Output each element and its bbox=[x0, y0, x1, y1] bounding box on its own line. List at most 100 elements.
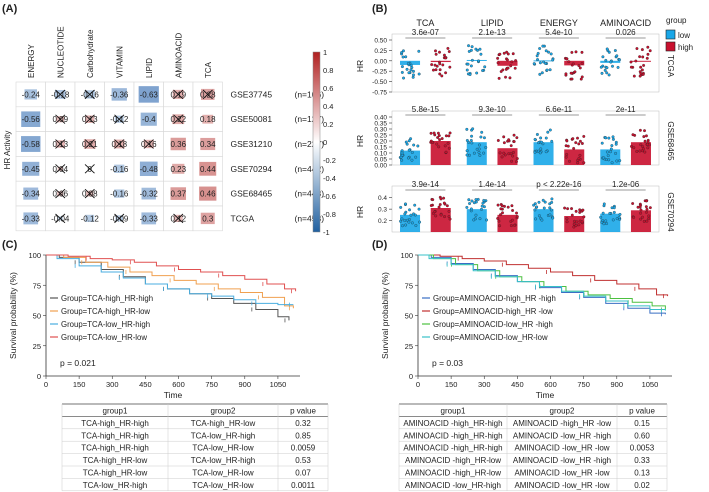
jitter-point bbox=[639, 217, 643, 221]
bar-ytick-label: 0.25 bbox=[374, 133, 387, 140]
table-cell: TCA-high_HR-low bbox=[191, 419, 256, 428]
jitter-point bbox=[510, 204, 514, 208]
heatmap-col-label: NUCLEOTIDE bbox=[56, 26, 65, 78]
jitter-point bbox=[407, 148, 411, 152]
jitter-point bbox=[646, 52, 650, 56]
km-xtick-label: 1050 bbox=[270, 380, 287, 389]
jitter-point bbox=[484, 146, 488, 149]
colorbar-tick: 0.8 bbox=[323, 66, 333, 75]
bar-ytick-label: 0.05 bbox=[374, 157, 387, 164]
km-curve bbox=[46, 254, 297, 292]
jitter-point bbox=[479, 135, 483, 139]
jitter-point bbox=[601, 211, 605, 215]
table-cell: TCA-high_HR-high bbox=[81, 419, 149, 428]
heatmap-n-label: (n=106) bbox=[295, 89, 325, 99]
jitter-point bbox=[570, 77, 574, 81]
jitter-point bbox=[576, 161, 580, 165]
jitter-point bbox=[544, 49, 548, 53]
jitter-point bbox=[551, 58, 555, 62]
km-panel-tca: 0 150 300 450 600 750 900 1050 0 25 50 75 100 Time Sur… bbox=[8, 251, 329, 492]
jitter-point bbox=[447, 134, 451, 138]
jitter-point bbox=[444, 134, 448, 138]
jitter-point bbox=[505, 50, 509, 54]
km-ytick-label: 0 bbox=[409, 372, 413, 381]
bar-ytick-label: 0.10 bbox=[374, 151, 387, 158]
colorbar-tick: -0.6 bbox=[323, 192, 336, 201]
jitter-point bbox=[506, 52, 510, 56]
jitter-point bbox=[504, 75, 507, 79]
km-xtick-label: 900 bbox=[611, 380, 624, 389]
jitter-point bbox=[610, 161, 614, 165]
heatmap-square bbox=[85, 214, 95, 223]
heatmap-col-label: VITAMIN bbox=[115, 46, 124, 78]
km-ylabel: Survival probability (%) bbox=[380, 272, 390, 359]
heatmap-value: 0.44 bbox=[200, 165, 216, 174]
jitter-point bbox=[404, 202, 407, 206]
table-cell: AMINOACID -low_HR -low bbox=[514, 481, 609, 490]
table-header: group1 bbox=[103, 407, 128, 416]
jitter-point bbox=[496, 203, 500, 207]
legend-swatch bbox=[665, 29, 676, 40]
jitter-point bbox=[538, 61, 542, 65]
heatmap-cross bbox=[84, 139, 95, 149]
heatmap-square bbox=[24, 89, 37, 100]
jitter-point bbox=[609, 147, 613, 151]
jitter-point bbox=[515, 211, 518, 215]
heatmap-dataset-label: GSE31210 bbox=[231, 139, 273, 149]
jitter-point bbox=[538, 151, 542, 155]
table-cell: 0.60 bbox=[634, 431, 650, 440]
heatmap-square bbox=[200, 137, 216, 151]
jitter-point bbox=[565, 217, 569, 221]
jitter-point bbox=[533, 137, 537, 141]
heatmap-cross bbox=[55, 89, 66, 100]
jitter-point bbox=[582, 134, 586, 138]
heatmap-dataset-label: TCGA bbox=[231, 213, 255, 223]
jitter-point bbox=[416, 144, 420, 148]
jitter-point bbox=[439, 197, 443, 201]
panel-label-a: (A) bbox=[2, 3, 18, 15]
jitter-point bbox=[499, 213, 502, 217]
jitter-point bbox=[511, 151, 515, 154]
jitter-point bbox=[533, 208, 537, 212]
jitter-point bbox=[409, 213, 413, 217]
heatmap-cross bbox=[114, 213, 125, 224]
jitter-point bbox=[465, 68, 469, 72]
jitter-point bbox=[499, 70, 503, 73]
jitter-point bbox=[479, 52, 483, 56]
bar-high bbox=[630, 210, 651, 232]
km-ytick-label: 0 bbox=[37, 372, 41, 381]
bar-ylabel: HR bbox=[355, 206, 365, 218]
jitter-point bbox=[565, 57, 569, 61]
jitter-point bbox=[414, 224, 418, 227]
jitter-point bbox=[496, 56, 500, 60]
table-cell: 0.07 bbox=[295, 469, 311, 478]
jitter-point bbox=[602, 202, 606, 206]
jitter-point bbox=[567, 60, 571, 64]
table-cell: AMINOACID -high_HR -low bbox=[513, 419, 611, 428]
heatmap-value: -0.16 bbox=[110, 190, 129, 199]
jitter-point bbox=[443, 144, 447, 148]
jitter-point bbox=[537, 214, 541, 218]
jitter-point bbox=[438, 62, 442, 66]
jitter-point bbox=[643, 129, 646, 133]
km-xtick-label: 0 bbox=[44, 380, 48, 389]
jitter-point bbox=[574, 50, 578, 54]
table-cell: TCA-high_HR-low bbox=[83, 456, 148, 465]
heatmap-square bbox=[23, 212, 39, 225]
jitter-point bbox=[470, 199, 474, 203]
jitter-point bbox=[409, 63, 413, 67]
jitter-point bbox=[438, 50, 441, 54]
jitter-point bbox=[470, 45, 474, 49]
jitter-point bbox=[532, 62, 536, 66]
table-cell: 0.0011 bbox=[291, 481, 315, 490]
jitter-point bbox=[506, 205, 510, 209]
heatmap-value: -0.48 bbox=[140, 165, 159, 174]
jitter-point bbox=[616, 65, 620, 69]
jitter-point bbox=[470, 134, 474, 138]
jitter-point bbox=[582, 215, 586, 219]
jitter-point bbox=[475, 71, 479, 75]
heatmap-cross bbox=[173, 213, 184, 224]
bar-ytick-label: 0.15 bbox=[374, 145, 387, 152]
jitter-point bbox=[542, 206, 546, 210]
jitter-point bbox=[543, 200, 547, 204]
